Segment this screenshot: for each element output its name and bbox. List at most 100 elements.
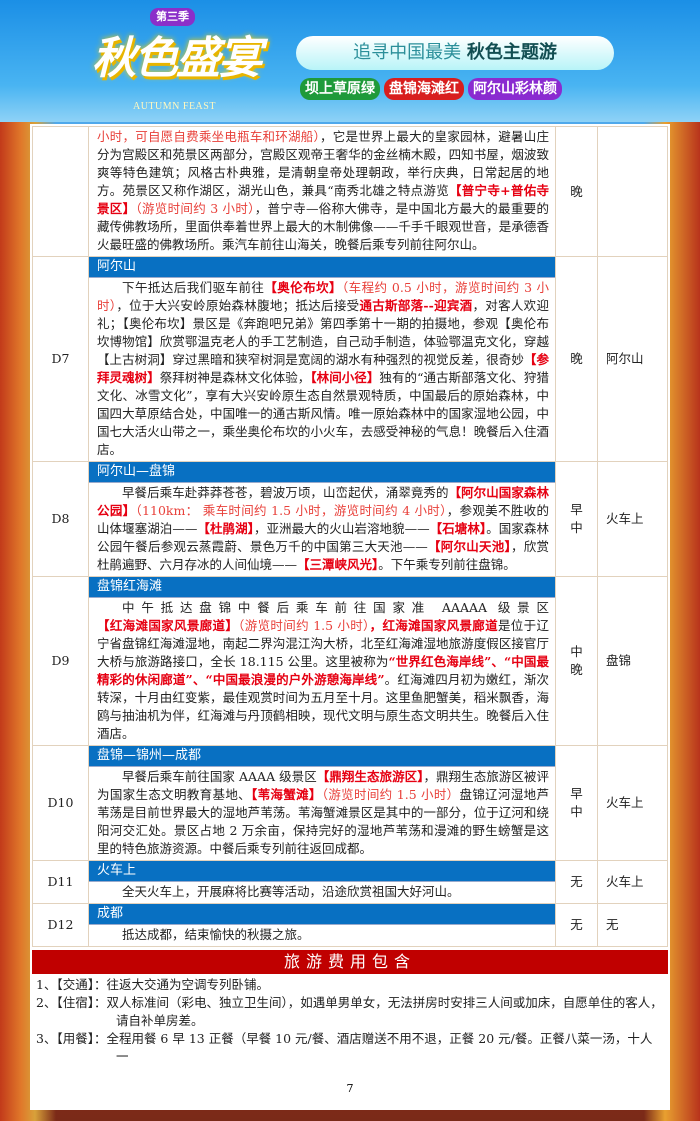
hotel-cell xyxy=(597,126,668,257)
hotel-cell: 火车上 xyxy=(597,745,668,861)
page-number: 7 xyxy=(346,1082,354,1095)
theme-tags: 坝上草原绿 盘锦海滩红 阿尔山彩林颜 xyxy=(300,78,562,100)
meals-cell: 中 晚 xyxy=(555,576,598,746)
body-text: ，亚洲最大的火山岩溶地貌—— xyxy=(253,521,430,536)
meals-cell: 晚 xyxy=(555,126,598,257)
day-description: 早餐后乘车前往国家 AAAA 级景区【鼎翔生态旅游区】，鼎翔生态旅游区被评为国家… xyxy=(89,767,555,860)
meals-cell: 早 中 xyxy=(555,461,598,577)
body-text: 独有的“通古斯部落文化、狩猎文化、冰雪文化”，享有大兴安岭原生态自然景观特质，中… xyxy=(97,370,549,457)
highlight-text: 【红海滩国家风景廊道】 xyxy=(97,618,239,633)
header-banner: 秋色盛宴 第三季 AUTUMN FEAST 追寻中国最美 秋色主题游 坝上草原绿… xyxy=(0,0,700,122)
day-cell: D7 xyxy=(32,256,89,462)
highlight-text: ，红海滩国家风景廊道 xyxy=(369,618,498,633)
day-cell: D9 xyxy=(32,576,89,746)
content-cell: 小时，可自愿自费乘坐电瓶车和环湖船），它是世界上最大的皇家园林，避暑山庄分为宫殿… xyxy=(88,126,556,257)
logo-title: 秋色盛宴 xyxy=(92,33,262,84)
body-text: 祭拜树神是森林文化体验， xyxy=(159,370,311,385)
body-text: 早餐后乘车赴莽莽苍苍，碧波万顷，山峦起伏，涌翠竟秀的 xyxy=(122,485,449,500)
body-text: 。国家森林公园午餐后参观云蒸霞蔚、景色万千的中国第三大天池—— xyxy=(97,521,549,554)
itinerary-row: D11 火车上 全天火车上，开展麻将比赛等活动，沿途欣赏祖国大好河山。无火车上 xyxy=(32,860,668,904)
slogan-light: 追寻中国最美 xyxy=(353,42,462,63)
itinerary-row: D12 成都 抵达成都，结束愉快的秋摄之旅。无无 xyxy=(32,903,668,947)
hotel-cell: 火车上 xyxy=(597,860,668,904)
theme-tag: 坝上草原绿 xyxy=(300,78,380,100)
day-route-title: 阿尔山 xyxy=(89,257,555,278)
season-badge: 第三季 xyxy=(150,8,195,26)
meals-cell: 早 中 xyxy=(555,745,598,861)
fee-item: 2、【住宿】：双人标准间（彩电、独立卫生间），如遇单男单女，无法拼房时安排三人间… xyxy=(36,995,663,1028)
day-cell: D10 xyxy=(32,745,89,861)
fee-item: 1、【交通】：往返大交通为空调专列卧铺。 xyxy=(36,977,269,992)
day-description: 全天火车上，开展麻将比赛等活动，沿途欣赏祖国大好河山。 xyxy=(89,882,555,903)
content-cell: 阿尔山—盘锦 早餐后乘车赴莽莽苍苍，碧波万顷，山峦起伏，涌翠竟秀的【阿尔山国家森林… xyxy=(88,461,556,577)
body-text: 早餐后乘车前往国家 AAAA 级景区 xyxy=(122,769,317,784)
highlight-text: （110km： 乘车时间约 1.5 小时，游览时间约 4 小时） xyxy=(135,503,447,518)
highlight-text: 【杜鹃湖】 xyxy=(197,521,254,536)
body-text: ，位于大兴安岭原始森林腹地；抵达后接受 xyxy=(116,298,360,313)
body-text: ，参观美不胜收的山体堰塞湖泊—— xyxy=(97,503,549,536)
day-description: 小时，可自愿自费乘坐电瓶车和环湖船），它是世界上最大的皇家园林，避暑山庄分为宫殿… xyxy=(89,127,555,256)
content-cell: 盘锦红海滩中午抵达盘锦中餐后乘车前往国家准 AAAAA 级景区【红海滩国家风景廊… xyxy=(88,576,556,746)
fee-section-header: 旅游费用包含 xyxy=(32,950,668,974)
content-cell: 火车上 全天火车上，开展麻将比赛等活动，沿途欣赏祖国大好河山。 xyxy=(88,860,556,904)
highlight-text: 【苇海蟹滩】 xyxy=(251,787,322,802)
body-text: ，欣赏杜鹃遍野、六月存冰的人间仙境—— xyxy=(97,539,549,572)
body-text: ，对客人欢迎礼；【奥伦布坎】景区是《奔跑吧兄弟》第四季第十一期的拍摄地，参观【奥… xyxy=(97,298,549,367)
slogan-bold: 秋色主题游 xyxy=(466,42,557,63)
fee-item: 3、【用餐】：全程用餐 6 早 13 正餐（早餐 10 元/餐、酒店赠送不用不退… xyxy=(36,1031,653,1064)
meals-cell: 无 xyxy=(555,903,598,947)
highlight-text: 【参拜灵魂树】 xyxy=(97,352,549,385)
body-text: 。下午乘专列前往盘锦。 xyxy=(378,557,516,572)
day-route-title: 阿尔山—盘锦 xyxy=(89,462,555,483)
theme-tag: 阿尔山彩林颜 xyxy=(468,78,562,100)
day-cell xyxy=(32,126,89,257)
body-text: 下午抵达后我们驱车前往 xyxy=(122,280,265,295)
body-text: ，它是世界上最大的皇家园林，避暑山庄分为宫殿区和苑景区两部分，宫殿区观帝王奢华的… xyxy=(97,129,549,198)
body-text: 全天火车上，开展麻将比赛等活动，沿途欣赏祖国大好河山。 xyxy=(122,884,460,899)
highlight-text: 【普宁寺+普佑寺景区】 xyxy=(97,183,549,216)
highlight-text: （游览时间约 1.5 小时） xyxy=(321,787,460,802)
logo-subtitle: AUTUMN FEAST xyxy=(133,101,216,112)
body-text: ，普宁寺—俗称大佛寺，是中国北方最大的最重要的藏传佛教场所，里面供奉着世界上最大… xyxy=(97,201,549,252)
itinerary-table: 小时，可自愿自费乘坐电瓶车和环湖船），它是世界上最大的皇家园林，避暑山庄分为宫殿… xyxy=(32,126,668,947)
highlight-text: 【阿尔山天池】 xyxy=(427,539,511,554)
day-cell: D11 xyxy=(32,860,89,904)
day-description: 早餐后乘车赴莽莽苍苍，碧波万顷，山峦起伏，涌翠竟秀的【阿尔山国家森林公园】（11… xyxy=(89,483,555,576)
hotel-cell: 阿尔山 xyxy=(597,256,668,462)
content-cell: 阿尔山 下午抵达后我们驱车前往【奥伦布坎】（车程约 0.5 小时，游览时间约 3 … xyxy=(88,256,556,462)
highlight-text: “世界红色海岸线”、“中国最精彩的休闲廊道”、“中国最浪漫的户外游憩海岸线” xyxy=(97,654,549,687)
itinerary-row: D8 阿尔山—盘锦 早餐后乘车赴莽莽苍苍，碧波万顷，山峦起伏，涌翠竟秀的【阿尔山国家… xyxy=(32,461,668,577)
day-description: 抵达成都，结束愉快的秋摄之旅。 xyxy=(89,925,555,946)
theme-tag: 盘锦海滩红 xyxy=(384,78,464,100)
day-route-title: 盘锦红海滩 xyxy=(89,577,555,598)
itinerary-row: 小时，可自愿自费乘坐电瓶车和环湖船），它是世界上最大的皇家园林，避暑山庄分为宫殿… xyxy=(32,126,668,257)
meals-cell: 晚 xyxy=(555,256,598,462)
highlight-text: 【林间小径】 xyxy=(310,370,380,385)
content-cell: 盘锦—锦州—成都 早餐后乘车前往国家 AAAA 级景区【鼎翔生态旅游区】，鼎翔生态… xyxy=(88,745,556,861)
highlight-text: 【奥伦布坎】 xyxy=(264,280,342,295)
body-text: 中午抵达盘锦中餐后乘车前往国家准 AAAAA 级景区 xyxy=(122,600,549,615)
body-text: 抵达成都，结束愉快的秋摄之旅。 xyxy=(122,927,310,942)
day-route-title: 盘锦—锦州—成都 xyxy=(89,746,555,767)
highlight-text: （游览时间约 3 小时） xyxy=(135,201,255,216)
content-cell: 成都抵达成都，结束愉快的秋摄之旅。 xyxy=(88,903,556,947)
hotel-cell: 盘锦 xyxy=(597,576,668,746)
highlight-text: 【石塘林】 xyxy=(429,521,487,536)
meals-cell: 无 xyxy=(555,860,598,904)
day-description: 中午抵达盘锦中餐后乘车前往国家准 AAAAA 级景区【红海滩国家风景廊道】（游览… xyxy=(89,598,555,745)
highlight-text: 通古斯部落--迎宾酒 xyxy=(359,298,473,313)
body-text: 。红海滩四月初为嫩红，渐次转深，十月由红变紫，最佳观赏时间为五月至十月。这里鱼肥… xyxy=(97,672,549,741)
day-route-title: 成都 xyxy=(89,904,555,925)
highlight-text: 【阿尔山国家森林公园】 xyxy=(97,485,549,518)
slogan: 追寻中国最美 秋色主题游 xyxy=(296,36,614,70)
highlight-text: （车程约 0.5 小时，游览时间约 3 小时） xyxy=(97,280,549,313)
hotel-cell: 无 xyxy=(597,903,668,947)
fee-list: 1、【交通】：往返大交通为空调专列卧铺。 2、【住宿】：双人标准间（彩电、独立卫生… xyxy=(36,976,664,1066)
itinerary-row: D9 盘锦红海滩中午抵达盘锦中餐后乘车前往国家准 AAAAA 级景区【红海滩国家风… xyxy=(32,576,668,746)
itinerary-row: D7 阿尔山 下午抵达后我们驱车前往【奥伦布坎】（车程约 0.5 小时，游览时间约 … xyxy=(32,256,668,462)
day-description: 下午抵达后我们驱车前往【奥伦布坎】（车程约 0.5 小时，游览时间约 3 小时）… xyxy=(89,278,555,461)
highlight-text: （游览时间约 1.5 小时） xyxy=(238,618,370,633)
hotel-cell: 火车上 xyxy=(597,461,668,577)
document-page: 小时，可自愿自费乘坐电瓶车和环湖船），它是世界上最大的皇家园林，避暑山庄分为宫殿… xyxy=(30,124,670,1110)
body-text: 是位于辽宁省盘锦红海滩湿地，南起二界沟混江沟大桥，北至红海滩湿地旅游度假区接官厅… xyxy=(97,618,549,669)
